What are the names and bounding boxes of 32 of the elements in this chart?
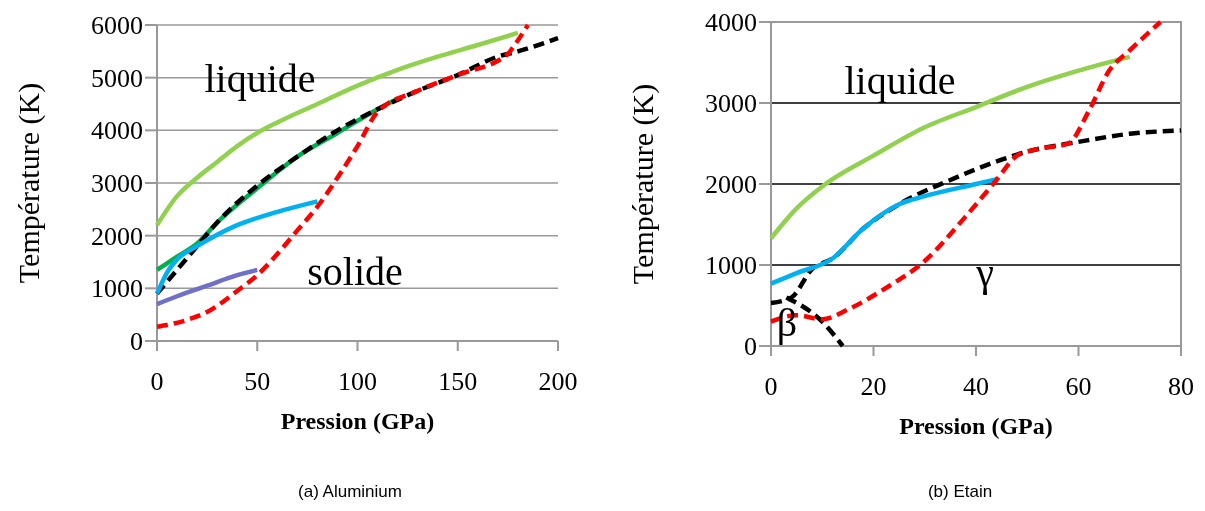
x-tick-label: 50: [244, 367, 271, 396]
annotation: γ: [975, 250, 994, 295]
y-axis-title: Température (K): [12, 82, 46, 284]
y-tick-label: 2000: [705, 170, 757, 199]
text: (a) Aluminium: [298, 482, 402, 501]
x-tick-label: 0: [150, 367, 164, 396]
y-tick-label: 3000: [705, 89, 757, 118]
x-tick-label: 60: [1065, 372, 1092, 401]
x-tick-label: 200: [538, 367, 578, 396]
x-tick-label: 100: [338, 367, 377, 396]
x-tick-label: 40: [963, 372, 989, 401]
annotation: liquide: [204, 56, 316, 101]
text: (b) Etain: [927, 482, 993, 501]
y-tick-label: 2000: [91, 221, 143, 251]
y-tick-label: 0: [744, 332, 757, 361]
y-tick-label: 1000: [705, 251, 757, 280]
y-tick-label: 5000: [91, 63, 143, 93]
y-tick-label: 4000: [91, 116, 143, 146]
y-tick-label: 3000: [91, 169, 143, 198]
x-axis-title: Pression (GPa): [899, 413, 1053, 439]
annotation: solide: [307, 249, 403, 294]
x-axis-title: Pression (GPa): [280, 408, 435, 434]
x-tick-label: 20: [860, 372, 887, 401]
y-tick-label: 4000: [705, 8, 757, 37]
y-tick-label: 1000: [91, 274, 143, 304]
annotation: liquide: [844, 58, 956, 103]
x-tick-label: 150: [438, 367, 478, 396]
y-axis-title: Température (K): [626, 83, 660, 285]
x-tick-label: 0: [764, 372, 778, 401]
x-tick-label: 80: [1168, 372, 1194, 401]
y-tick-label: 6000: [91, 11, 143, 40]
y-tick-label: 0: [130, 327, 143, 356]
